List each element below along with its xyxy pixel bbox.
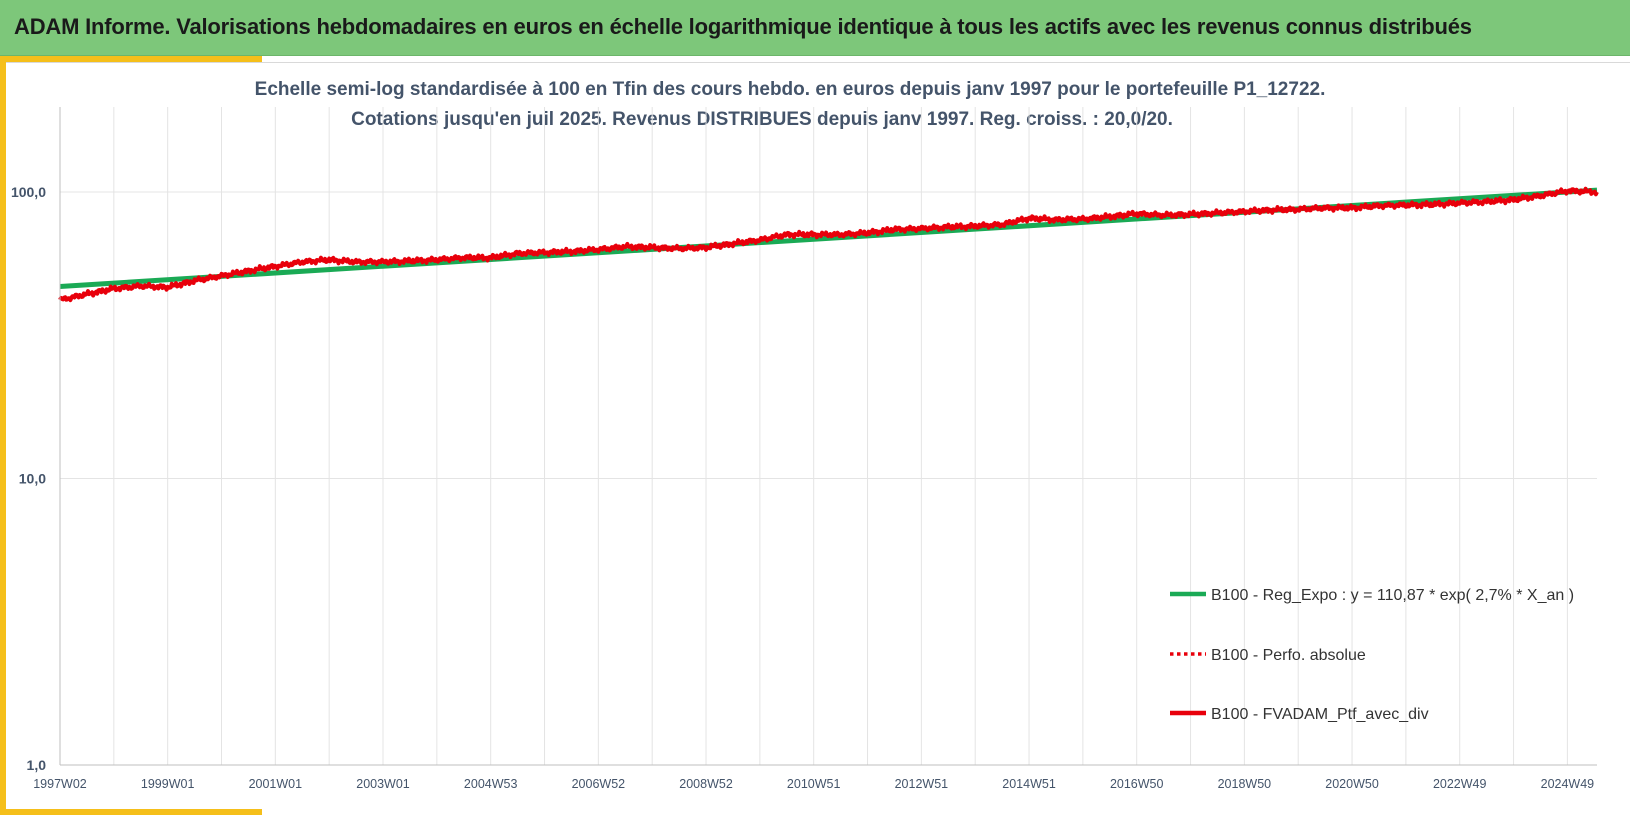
x-tick-label: 2024W49 — [1541, 777, 1595, 791]
legend: B100 - Reg_Expo : y = 110,87 * exp( 2,7%… — [1170, 587, 1574, 723]
y-tick-label: 1,0 — [27, 757, 47, 773]
accent-bar-left — [0, 56, 6, 815]
x-tick-label: 2012W51 — [895, 777, 949, 791]
x-tick-label: 2022W49 — [1433, 777, 1487, 791]
axes: 1,0 10,0 100,0 1997W02 1999W01 2001W01 2003W01… — [11, 107, 1597, 791]
x-tick-label: 2008W52 — [679, 777, 733, 791]
chart-frame — [6, 62, 1630, 809]
legend-label: B100 - Reg_Expo : y = 110,87 * exp( 2,7%… — [1211, 587, 1574, 604]
x-tick-label: 1999W01 — [141, 777, 195, 791]
legend-label: B100 - Perfo. absolue — [1211, 647, 1366, 664]
x-tick-label: 2004W53 — [464, 777, 518, 791]
grid — [59, 107, 1597, 766]
x-tick-label: 2003W01 — [356, 777, 410, 791]
legend-label: B100 - FVADAM_Ptf_avec_div — [1211, 706, 1429, 723]
title-bar: ADAM Informe. Valorisations hebdomadaire… — [0, 0, 1630, 56]
x-tick-label: 2020W50 — [1325, 777, 1379, 791]
plot-area — [58, 186, 1599, 303]
series-line-portfolio — [58, 186, 1599, 303]
y-tick-label: 100,0 — [11, 184, 46, 200]
page-title: ADAM Informe. Valorisations hebdomadaire… — [14, 14, 1472, 39]
x-tick-label: 2014W51 — [1002, 777, 1056, 791]
accent-bar-bottom — [0, 809, 262, 815]
chart-title: Echelle semi-log standardisée à 100 en T… — [255, 79, 1326, 100]
x-tick-label: 2018W50 — [1218, 777, 1272, 791]
x-tick-label: 2001W01 — [249, 777, 303, 791]
x-tick-label: 1997W02 — [33, 777, 87, 791]
x-tick-label: 2006W52 — [572, 777, 626, 791]
accent-bar-top — [0, 56, 262, 62]
y-tick-label: 10,0 — [19, 471, 46, 487]
chart-subtitle: Cotations jusqu'en juil 2025. Revenus DI… — [351, 109, 1173, 130]
x-tick-label: 2010W51 — [787, 777, 841, 791]
x-tick-label: 2016W50 — [1110, 777, 1164, 791]
